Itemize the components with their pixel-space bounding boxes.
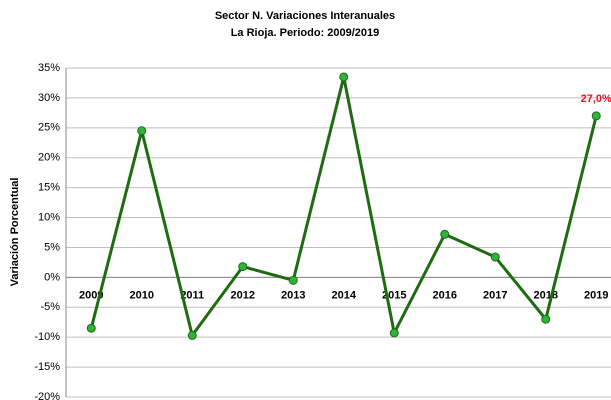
point [541, 314, 551, 324]
point [187, 330, 197, 340]
point [137, 126, 147, 136]
x-tick-label: 2012 [231, 289, 255, 301]
x-tick-label: 2019 [584, 289, 608, 301]
y-tick-label: -5% [40, 301, 60, 313]
x-tick-label: 2017 [483, 289, 507, 301]
x-tick-label: 2016 [433, 289, 457, 301]
x-tick-label: 2014 [332, 289, 357, 301]
point [339, 72, 349, 82]
y-tick-label: 5% [44, 241, 60, 253]
y-axis-title: Variación Porcentual [9, 178, 21, 287]
x-tick-label: 2010 [130, 289, 154, 301]
y-tick-label: -10% [34, 331, 60, 343]
y-tick-label: -20% [34, 391, 60, 400]
point [490, 252, 500, 262]
point [238, 262, 248, 272]
y-tick-label: 35% [38, 62, 60, 74]
value-label: 27,0% [581, 93, 611, 105]
chart-title: Sector N. Variaciones Interanuales [215, 10, 395, 22]
point [440, 229, 450, 239]
point [591, 111, 601, 121]
y-tick-label: 30% [38, 92, 60, 104]
x-tick-label: 2018 [534, 289, 558, 301]
y-tick-label: 25% [38, 122, 60, 134]
x-tick-label: 2011 [180, 289, 204, 301]
x-tick-label: 2013 [281, 289, 305, 301]
y-tick-label: 0% [44, 271, 60, 283]
y-tick-label: 15% [38, 182, 60, 194]
y-tick-label: 20% [38, 152, 60, 164]
y-tick-label: -15% [34, 361, 60, 373]
point [86, 323, 96, 333]
point [288, 275, 298, 285]
chart-subtitle: La Rioja. Periodo: 2009/2019 [231, 27, 380, 39]
y-tick-label: 10% [38, 211, 60, 223]
point [389, 328, 399, 338]
